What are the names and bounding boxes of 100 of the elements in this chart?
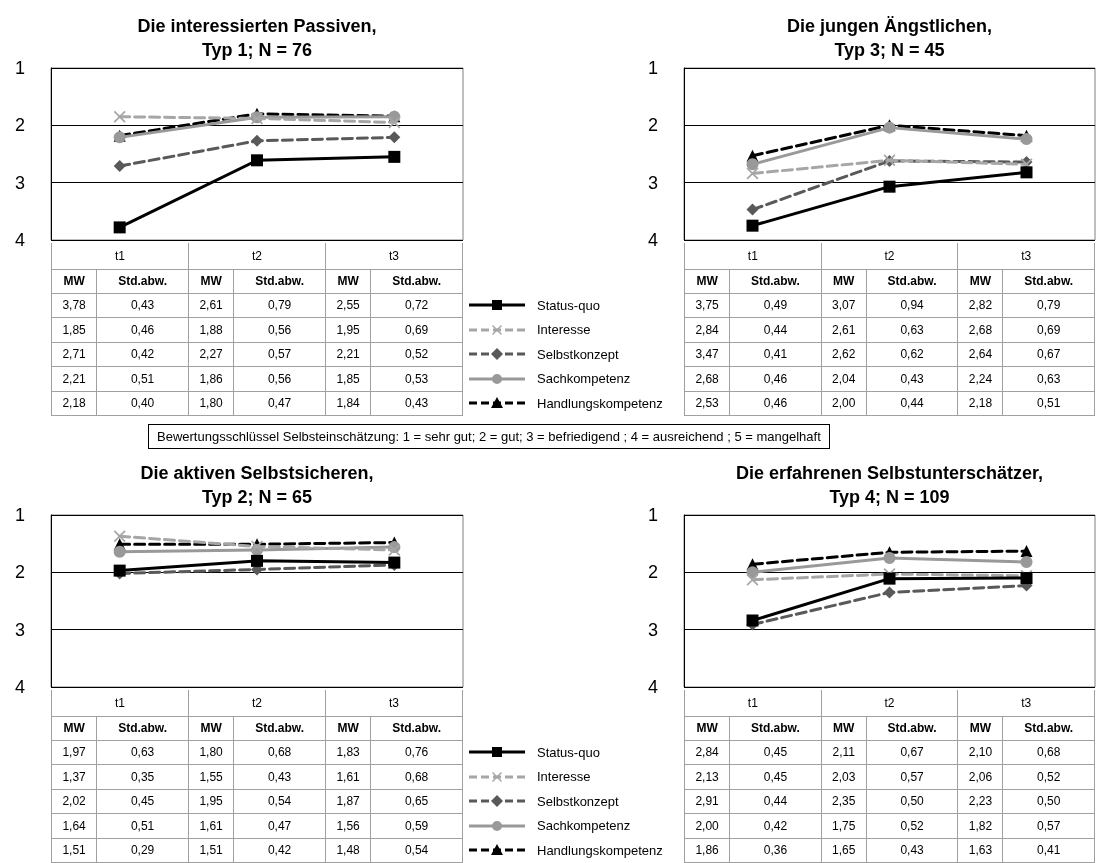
text: 0,69 bbox=[1002, 317, 1095, 342]
text: 0,41 bbox=[1002, 838, 1095, 863]
data-label: 3,78 bbox=[51, 293, 97, 318]
point bbox=[251, 554, 263, 567]
x-tick-label: t3 bbox=[325, 243, 463, 269]
point bbox=[113, 545, 126, 558]
legend-label: Handlungskompetenz bbox=[537, 395, 663, 411]
legend-label: Sachkompetenz bbox=[537, 818, 631, 834]
point bbox=[883, 552, 896, 564]
text: 0,79 bbox=[233, 293, 326, 318]
data-label: 2,61 bbox=[188, 293, 234, 318]
chart-title: Die jungen Ängstlichen, Typ 3; N = 45 bbox=[786, 15, 993, 62]
data-label: 1,82 bbox=[957, 813, 1003, 838]
text: 0,43 bbox=[233, 764, 326, 789]
data-label: 2,18 bbox=[51, 391, 97, 416]
data-label: 2,13 bbox=[684, 764, 730, 789]
text: 0,45 bbox=[729, 764, 822, 789]
data-label: 1,95 bbox=[325, 317, 371, 342]
text: Std.abw. bbox=[255, 721, 305, 735]
point bbox=[746, 167, 759, 180]
data-label: 1,64 bbox=[51, 813, 97, 838]
point bbox=[251, 154, 263, 167]
x-tick-label: t2 bbox=[188, 690, 326, 716]
text: MW bbox=[833, 721, 855, 735]
text: 0,44 bbox=[729, 789, 822, 814]
x-tick-label: t1 bbox=[51, 690, 189, 716]
text: 0,51 bbox=[1002, 391, 1095, 416]
text: 0,46 bbox=[96, 317, 189, 342]
point bbox=[883, 572, 896, 585]
data-label: 2,91 bbox=[684, 789, 730, 814]
text: 0,45 bbox=[96, 789, 189, 814]
text: Std.abw. bbox=[96, 716, 189, 740]
text: MW bbox=[684, 269, 730, 293]
data-label: 2,68 bbox=[957, 317, 1003, 342]
point bbox=[746, 219, 759, 232]
legend-label: Status-quo bbox=[537, 297, 600, 313]
data-label: 2,10 bbox=[957, 740, 1003, 765]
point bbox=[388, 150, 401, 163]
data-label: 2,21 bbox=[51, 366, 97, 391]
point bbox=[113, 160, 126, 173]
text: 0,36 bbox=[729, 838, 822, 863]
data-label: 1,63 bbox=[957, 838, 1003, 863]
x-tick-label: t3 bbox=[957, 243, 1095, 269]
legend-label: Interesse bbox=[537, 769, 591, 785]
y-tick-label: 1 bbox=[14, 58, 25, 78]
legend-label: Interesse bbox=[537, 322, 591, 338]
data-label: 2,00 bbox=[684, 813, 730, 838]
text: Std.abw. bbox=[1024, 274, 1074, 288]
y-tick-label: 2 bbox=[647, 562, 658, 583]
data-label: 2,53 bbox=[684, 391, 730, 416]
data-label: 2,11 bbox=[821, 740, 867, 765]
data-label: 2,18 bbox=[957, 391, 1003, 416]
data-label: 3,07 bbox=[821, 293, 867, 318]
text: 0,52 bbox=[370, 342, 463, 367]
data-label: 2,03 bbox=[821, 764, 867, 789]
legend-label: Selbstkonzept bbox=[537, 346, 619, 362]
y-tick-label: 2 bbox=[14, 115, 25, 136]
data-label: 2,84 bbox=[684, 740, 730, 765]
legend-label: Sachkompetenz bbox=[537, 371, 631, 387]
text: 0,42 bbox=[233, 838, 326, 863]
y-tick-label: 2 bbox=[14, 562, 25, 583]
text: 0,76 bbox=[370, 740, 463, 765]
text: Std.abw. bbox=[887, 721, 937, 735]
text: 0,44 bbox=[866, 391, 958, 416]
data-label: 2,02 bbox=[51, 789, 97, 814]
point bbox=[388, 131, 401, 144]
text: MW bbox=[337, 274, 359, 288]
point bbox=[113, 530, 126, 543]
data-label: 2,35 bbox=[821, 789, 867, 814]
text: 0,51 bbox=[96, 366, 189, 391]
data-label: 1,86 bbox=[188, 366, 234, 391]
y-tick-label: 4 bbox=[14, 230, 25, 250]
data-label: 1,37 bbox=[51, 764, 97, 789]
point bbox=[746, 614, 759, 627]
text: MW bbox=[51, 269, 97, 293]
data-label: 2,71 bbox=[51, 342, 97, 367]
data-label: 1,97 bbox=[51, 740, 97, 765]
text: 0,54 bbox=[233, 789, 326, 814]
data-label: 1,61 bbox=[188, 813, 234, 838]
x-tick-label: t3 bbox=[957, 690, 1095, 716]
chart-title: Die erfahrenen Selbstunterschätzer, Typ 4; N = 109 bbox=[734, 462, 1045, 509]
x-tick-label: t1 bbox=[684, 243, 822, 269]
text: 0,57 bbox=[866, 764, 958, 789]
point bbox=[1020, 556, 1033, 569]
point bbox=[883, 180, 896, 193]
data-label: 2,82 bbox=[957, 293, 1003, 318]
text: MW bbox=[337, 721, 359, 735]
point bbox=[113, 110, 126, 123]
data-label: 1,87 bbox=[325, 789, 371, 814]
text: 0,63 bbox=[866, 317, 958, 342]
y-tick-label: 2 bbox=[647, 115, 658, 136]
text: 0,67 bbox=[866, 740, 958, 765]
text: 0,53 bbox=[370, 366, 463, 391]
point bbox=[1020, 166, 1033, 179]
data-label: 1,80 bbox=[188, 740, 234, 765]
x-tick-label: t2 bbox=[821, 243, 958, 269]
text: MW bbox=[200, 721, 222, 735]
text: 0,59 bbox=[370, 813, 463, 838]
y-tick-label: 1 bbox=[647, 58, 658, 78]
text: 0,94 bbox=[866, 293, 958, 318]
